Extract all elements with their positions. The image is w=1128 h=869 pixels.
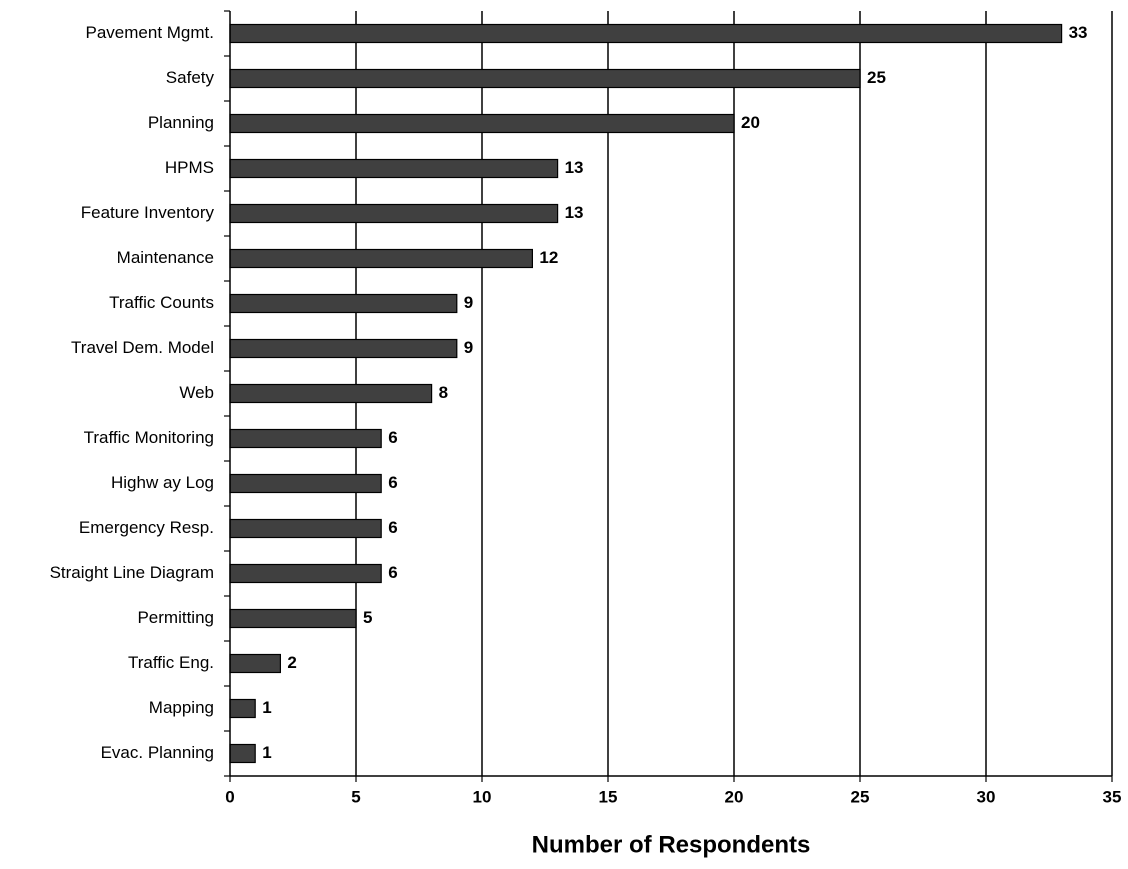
x-tick-label: 15 — [599, 787, 618, 806]
x-tick-labels: 0 5 10 15 20 25 30 35 — [225, 787, 1121, 806]
bar — [229, 563, 382, 584]
data-labels: 33 25 20 13 13 12 9 9 8 6 6 6 6 5 2 1 1 — [262, 23, 1087, 762]
x-tick-label: 10 — [473, 787, 492, 806]
x-tick-label: 30 — [977, 787, 996, 806]
category-label: Planning — [148, 113, 214, 132]
category-label: Pavement Mgmt. — [86, 23, 215, 42]
bar — [229, 338, 458, 359]
category-label: Travel Dem. Model — [71, 338, 214, 357]
x-tick-label: 35 — [1103, 787, 1122, 806]
data-label: 25 — [867, 68, 886, 87]
bar — [229, 68, 861, 89]
category-label: Highw ay Log — [111, 473, 214, 492]
data-label: 6 — [388, 563, 397, 582]
category-label: HPMS — [165, 158, 214, 177]
data-label: 9 — [464, 338, 473, 357]
bars — [229, 23, 1063, 764]
bar — [229, 383, 433, 404]
category-label: Traffic Eng. — [128, 653, 214, 672]
bar — [229, 473, 382, 494]
data-label: 13 — [565, 158, 584, 177]
data-label: 6 — [388, 473, 397, 492]
data-label: 12 — [539, 248, 558, 267]
x-tick-label: 0 — [225, 787, 234, 806]
data-label: 6 — [388, 518, 397, 537]
bar — [229, 653, 282, 674]
x-tick-label: 20 — [725, 787, 744, 806]
category-label: Evac. Planning — [101, 743, 214, 762]
bar — [229, 743, 256, 764]
data-label: 6 — [388, 428, 397, 447]
x-tick-label: 5 — [351, 787, 360, 806]
category-labels: Pavement Mgmt. Safety Planning HPMS Feature … — [50, 23, 215, 762]
data-label: 8 — [439, 383, 448, 402]
bar — [229, 158, 559, 179]
data-label: 1 — [262, 698, 271, 717]
data-label: 33 — [1069, 23, 1088, 42]
bar — [229, 113, 735, 134]
category-label: Safety — [166, 68, 215, 87]
category-label: Straight Line Diagram — [50, 563, 214, 582]
category-label: Emergency Resp. — [79, 518, 214, 537]
category-label: Mapping — [149, 698, 214, 717]
bar — [229, 23, 1063, 44]
bar — [229, 248, 533, 269]
category-label: Permitting — [137, 608, 214, 627]
category-label: Web — [179, 383, 214, 402]
axes — [224, 10, 1113, 782]
bar — [229, 518, 382, 539]
data-label: 20 — [741, 113, 760, 132]
category-label: Feature Inventory — [81, 203, 215, 222]
data-label: 2 — [287, 653, 296, 672]
bar — [229, 698, 256, 719]
bar — [229, 428, 382, 449]
x-axis-title: Number of Respondents — [532, 831, 811, 858]
data-label: 13 — [565, 203, 584, 222]
data-label: 5 — [363, 608, 372, 627]
data-label: 1 — [262, 743, 271, 762]
bar — [229, 293, 458, 314]
category-label: Maintenance — [117, 248, 214, 267]
category-label: Traffic Counts — [109, 293, 214, 312]
x-tick-label: 25 — [851, 787, 870, 806]
gridlines — [355, 11, 1113, 776]
bar — [229, 203, 559, 224]
category-label: Traffic Monitoring — [84, 428, 214, 447]
data-label: 9 — [464, 293, 473, 312]
bar — [229, 608, 357, 629]
